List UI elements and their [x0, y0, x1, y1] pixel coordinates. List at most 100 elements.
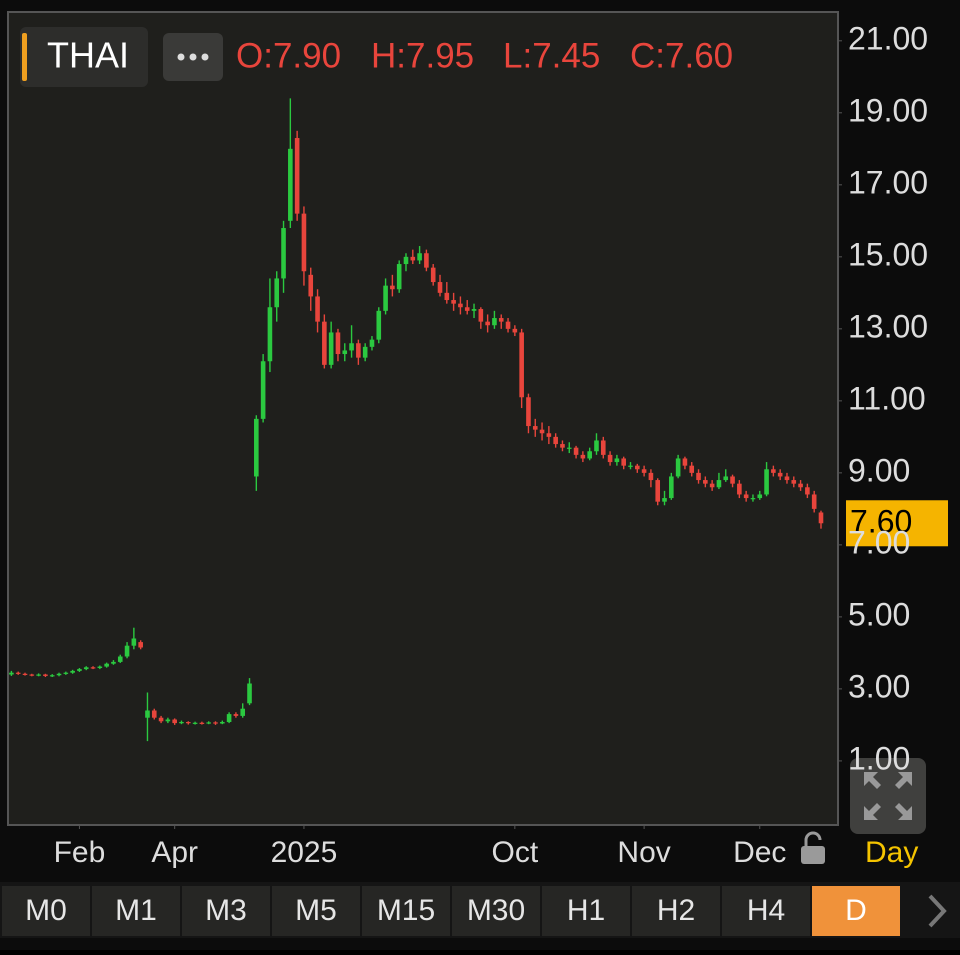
candle-body — [145, 710, 150, 718]
timeframe-label[interactable]: M1 — [115, 894, 157, 927]
timeframe-button[interactable] — [362, 886, 450, 936]
candle-body — [90, 667, 96, 669]
candle-body — [498, 318, 504, 322]
candle-body — [675, 458, 681, 477]
lock-body — [801, 846, 825, 864]
candle-body — [369, 339, 375, 347]
candle-body — [573, 447, 579, 455]
timeframe-button[interactable] — [272, 886, 360, 936]
y-tick-label: 13.00 — [848, 308, 928, 344]
y-tick-label: 3.00 — [848, 668, 910, 704]
candle-body — [383, 285, 388, 311]
timeframe-label[interactable]: M5 — [295, 894, 337, 927]
ohlc-open: O:7.90 — [236, 36, 341, 75]
candle-body — [274, 278, 280, 308]
timeframe-button[interactable] — [542, 886, 630, 936]
symbol-accent — [22, 33, 27, 81]
marks — [9, 40, 842, 829]
candle-body — [750, 498, 756, 500]
y-tick-label: 11.00 — [848, 380, 926, 416]
candle-body — [628, 465, 633, 467]
candle-body — [505, 321, 511, 329]
candle-body — [600, 440, 606, 455]
timeframe-label[interactable]: H1 — [567, 894, 605, 927]
candle-body — [709, 483, 715, 488]
candle-body — [757, 494, 763, 499]
timeframe-label[interactable]: M0 — [25, 894, 67, 927]
timeframe-button[interactable] — [632, 886, 720, 936]
candle-body — [206, 722, 211, 724]
candle-body — [342, 350, 348, 355]
candle-body — [669, 476, 674, 499]
candle-body — [29, 674, 35, 676]
candle-body — [97, 666, 103, 669]
candle-body — [70, 670, 75, 673]
timeframe-label[interactable]: M15 — [377, 894, 435, 927]
y-tick-label: 21.00 — [848, 20, 928, 56]
timeframe-button[interactable] — [182, 886, 270, 936]
dot — [189, 53, 197, 61]
symbol-button[interactable]: THAI — [20, 27, 148, 87]
candle-body — [682, 458, 688, 466]
candle-body — [492, 318, 497, 326]
lock-button[interactable] — [801, 831, 825, 864]
candle-body — [22, 673, 28, 675]
candle-body — [587, 451, 592, 459]
timeframe-label[interactable]: H2 — [657, 894, 695, 927]
ohlc-close: C:7.60 — [630, 36, 733, 75]
y-tick-label: 19.00 — [848, 92, 928, 128]
timeframe-label[interactable]: H4 — [747, 894, 785, 927]
candle-body — [294, 138, 300, 214]
y-tick-label: 1.00 — [848, 740, 910, 776]
x-tick-label: Feb — [54, 836, 106, 869]
period-label[interactable]: Day — [865, 836, 918, 869]
candle-body — [328, 332, 334, 365]
price-badge: 7.60 — [846, 500, 948, 547]
timeframe-label[interactable]: M30 — [467, 894, 525, 927]
expand-button[interactable] — [850, 758, 926, 834]
candle-body — [9, 672, 14, 675]
x-tick-label: 2025 — [271, 836, 338, 869]
timeframe-label[interactable]: M3 — [205, 894, 247, 927]
candle-body — [192, 722, 198, 724]
candle-body — [308, 274, 314, 297]
more-button[interactable] — [163, 33, 223, 81]
candle-body — [281, 228, 286, 279]
timeframe-button[interactable] — [2, 886, 90, 936]
plot-area — [7, 11, 839, 826]
scroll-arrow[interactable] — [928, 894, 947, 928]
timeframe-button[interactable] — [92, 886, 180, 936]
timeframe-button[interactable] — [452, 886, 540, 936]
candle-body — [594, 440, 599, 452]
timeframe-label[interactable]: D — [845, 894, 867, 927]
candle-body — [267, 307, 273, 362]
candle-body — [124, 645, 130, 657]
lock-shackle — [804, 831, 822, 846]
candle-body — [464, 307, 470, 311]
candle-body — [226, 714, 232, 723]
candle-body — [83, 667, 89, 670]
candle-body — [288, 148, 293, 221]
candle-body — [172, 719, 177, 724]
timeframe-button[interactable] — [722, 886, 810, 936]
candle-body — [553, 436, 558, 445]
candle-body — [614, 458, 620, 463]
candle-body — [451, 300, 456, 304]
dot — [201, 53, 209, 61]
symbol-box[interactable] — [20, 27, 148, 87]
symbol[interactable]: THAI — [47, 35, 129, 76]
candle-body — [356, 343, 361, 358]
candle-body — [689, 465, 695, 473]
timeframe-buttons: M0 M1 M3 M5 M15 M30 H1 H2 H4 D — [2, 886, 900, 936]
candle-body — [56, 673, 62, 676]
ohlc-high: H:7.95 — [371, 36, 474, 75]
candle-body — [430, 267, 436, 283]
candle-body — [526, 397, 531, 427]
timeframe-button[interactable] — [812, 886, 900, 936]
candle-body — [410, 256, 416, 261]
candle-body — [396, 264, 402, 290]
x-tick-label: Dec — [733, 836, 786, 869]
candle-body — [743, 494, 749, 499]
candle-body — [805, 487, 810, 495]
